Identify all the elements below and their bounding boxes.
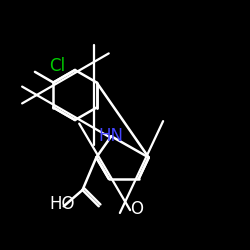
Text: HO: HO [50,195,75,213]
Text: HN: HN [99,127,124,145]
Text: Cl: Cl [49,57,65,75]
Text: O: O [130,200,143,218]
